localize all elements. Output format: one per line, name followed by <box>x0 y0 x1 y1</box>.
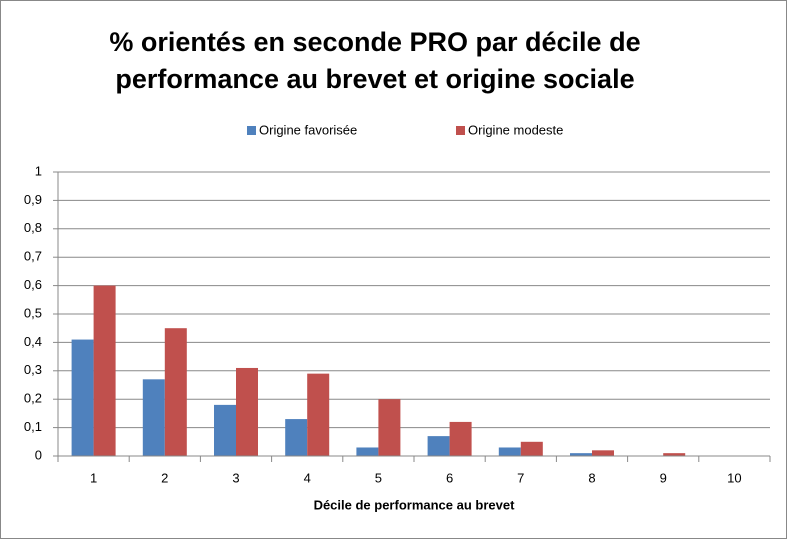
y-tick-label: 0,4 <box>24 334 42 349</box>
legend-label: Origine favorisée <box>259 122 357 137</box>
x-tick-label: 6 <box>446 470 453 485</box>
bar <box>214 404 236 456</box>
y-tick-label: 0,6 <box>24 277 42 292</box>
x-tick-label: 9 <box>660 470 667 485</box>
bar <box>71 339 94 456</box>
bar <box>663 453 686 456</box>
bar <box>142 379 165 456</box>
bar <box>449 421 472 456</box>
bar <box>520 441 543 456</box>
x-tick-label: 10 <box>727 470 741 485</box>
x-tick-label: 8 <box>588 470 595 485</box>
x-tick-label: 4 <box>304 470 311 485</box>
y-tick-label: 0,1 <box>24 419 42 434</box>
bar <box>285 419 308 456</box>
y-tick-label: 0 <box>35 447 42 462</box>
bar <box>307 373 330 456</box>
bar <box>427 436 450 456</box>
bar <box>378 399 401 456</box>
bar <box>570 453 592 456</box>
x-tick-label: 5 <box>375 470 382 485</box>
x-tick-label: 1 <box>90 470 97 485</box>
bar <box>498 447 521 456</box>
x-axis-label: Décile de performance au brevet <box>314 497 516 512</box>
x-tick-label: 7 <box>517 470 524 485</box>
y-tick-label: 0,9 <box>24 192 42 207</box>
y-tick-label: 0,7 <box>24 249 42 264</box>
legend-swatch <box>456 126 465 135</box>
chart-title: % orientés en seconde PRO par décile de … <box>109 27 641 94</box>
bar <box>164 328 187 456</box>
bar <box>93 285 116 456</box>
y-tick-label: 1 <box>35 163 42 178</box>
legend-label: Origine modeste <box>468 122 563 137</box>
y-tick-label: 0,8 <box>24 220 42 235</box>
bar <box>356 447 379 456</box>
x-tick-label: 3 <box>232 470 239 485</box>
y-tick-label: 0,3 <box>24 362 42 377</box>
y-tick-label: 0,2 <box>24 391 42 406</box>
bar <box>592 450 614 456</box>
y-tick-label: 0,5 <box>24 305 42 320</box>
bar <box>236 367 258 456</box>
legend-swatch <box>247 126 256 135</box>
x-tick-label: 2 <box>161 470 168 485</box>
